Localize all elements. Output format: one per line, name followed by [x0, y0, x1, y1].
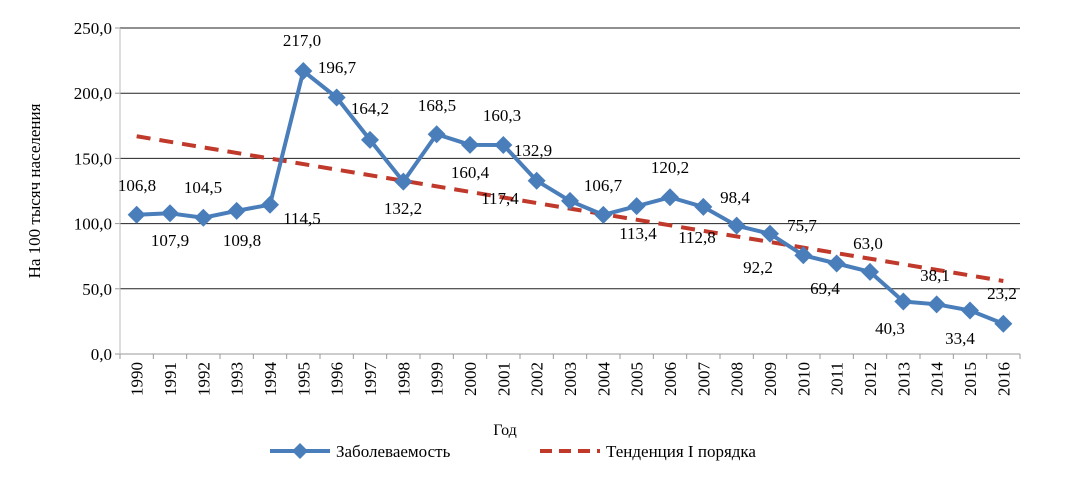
- data-point-marker: [961, 301, 979, 320]
- data-point-marker: [561, 191, 579, 210]
- x-tick-label: 1993: [228, 362, 247, 396]
- legend-trend-label: Тенденция I порядка: [606, 442, 756, 461]
- x-tick-label: 2002: [528, 362, 547, 396]
- legend-incidence-label: Заболеваемость: [336, 442, 451, 461]
- y-tick-label: 200,0: [74, 84, 112, 103]
- data-point-marker: [494, 135, 513, 154]
- data-label: 132,2: [384, 199, 422, 218]
- x-tick-label: 1998: [394, 362, 413, 396]
- y-tick-label: 150,0: [74, 149, 112, 168]
- data-label: 109,8: [223, 231, 261, 250]
- x-tick-labels: 1990 1991 1992 1993 1994 1995 1996 1997 1998 1999…: [128, 362, 1014, 397]
- data-label: 69,4: [810, 279, 840, 298]
- x-tick-label: 2012: [861, 362, 880, 396]
- x-axis-title: Год: [493, 422, 517, 439]
- data-label: 92,2: [743, 258, 773, 277]
- y-tick-label: 50,0: [82, 280, 112, 299]
- data-label: 63,0: [853, 234, 883, 253]
- data-labels: 106,8 107,9 104,5 109,8 114,5 217,0 196,7 164,2…: [118, 31, 1017, 348]
- x-tick-label: 1992: [194, 362, 213, 396]
- gridlines: [115, 27, 1021, 359]
- x-tick-label: 1997: [361, 362, 380, 397]
- data-point-marker: [694, 197, 713, 216]
- data-point-marker: [127, 205, 146, 224]
- data-point-marker: [294, 62, 313, 81]
- x-tick-label: 1996: [328, 362, 347, 396]
- x-tick-label: 2007: [694, 362, 713, 397]
- data-label: 168,5: [418, 96, 456, 115]
- data-label: 117,4: [481, 189, 519, 208]
- data-point-marker: [394, 172, 413, 191]
- y-tick-label: 0,0: [91, 345, 112, 364]
- data-label: 98,4: [720, 188, 750, 207]
- data-label: 107,9: [151, 231, 189, 250]
- y-axis-title: На 100 тысяч населения: [25, 103, 44, 278]
- x-tick-label: 2013: [894, 362, 913, 396]
- x-tick-label: 2003: [561, 362, 580, 396]
- data-point-marker: [327, 88, 346, 107]
- x-tick-label: 2015: [961, 362, 980, 396]
- data-label: 104,5: [184, 178, 222, 197]
- x-tick-label: 2016: [994, 362, 1013, 396]
- legend-incidence-marker: [292, 443, 308, 459]
- y-tick-label: 250,0: [74, 19, 112, 38]
- data-label: 75,7: [787, 216, 817, 235]
- x-tick-label: 1991: [161, 362, 180, 396]
- data-point-marker: [194, 208, 213, 227]
- data-point-marker: [527, 171, 546, 190]
- data-point-marker: [661, 188, 679, 207]
- data-label: 114,5: [283, 209, 321, 228]
- x-tick-label: 2006: [661, 362, 680, 396]
- x-tick-label: 2001: [494, 362, 513, 396]
- data-label: 33,4: [945, 329, 975, 348]
- x-tick-label: 1990: [128, 362, 147, 396]
- data-point-marker: [594, 205, 613, 224]
- data-label: 120,2: [651, 158, 689, 177]
- data-label: 40,3: [875, 319, 905, 338]
- data-label: 106,7: [584, 176, 623, 195]
- x-tick-label: 2009: [761, 362, 780, 396]
- data-point-marker: [461, 135, 479, 154]
- data-label: 217,0: [283, 31, 321, 50]
- data-point-marker: [727, 216, 746, 235]
- x-tick-label: 1994: [261, 362, 280, 397]
- data-point-marker: [894, 292, 913, 311]
- data-point-marker: [994, 314, 1013, 333]
- data-point-marker: [861, 262, 879, 281]
- legend: Заболеваемость Тенденция I порядка: [270, 442, 756, 461]
- data-point-marker: [161, 204, 179, 223]
- data-label: 23,2: [987, 284, 1017, 303]
- data-point-marker: [794, 246, 813, 265]
- data-point-marker: [927, 295, 946, 314]
- data-label: 196,7: [318, 58, 357, 77]
- x-tick-label: 1999: [428, 362, 447, 396]
- data-label: 38,1: [920, 266, 950, 285]
- y-tick-labels: 0,0 50,0 100,0 150,0 200,0 250,0: [74, 19, 112, 364]
- x-tick-label: 2008: [728, 362, 747, 396]
- data-point-marker: [427, 125, 446, 144]
- x-tick-label: 2011: [828, 362, 847, 395]
- data-label: 132,9: [514, 141, 552, 160]
- data-label: 106,8: [118, 176, 156, 195]
- x-tick-label: 2005: [628, 362, 647, 396]
- x-tick-label: 2000: [461, 362, 480, 396]
- data-label: 160,4: [451, 163, 490, 182]
- incidence-series: [127, 62, 1013, 333]
- x-tick-label: 1995: [294, 362, 313, 396]
- data-point-marker: [361, 130, 379, 149]
- data-point-marker: [227, 201, 246, 220]
- x-tick-label: 2010: [794, 362, 813, 396]
- data-label: 112,8: [678, 228, 716, 247]
- data-point-marker: [627, 197, 646, 216]
- x-tick-label: 2014: [928, 362, 947, 397]
- data-label: 164,2: [351, 99, 389, 118]
- data-point-marker: [827, 254, 846, 273]
- data-point-marker: [761, 224, 779, 243]
- y-tick-label: 100,0: [74, 215, 112, 234]
- data-label: 160,3: [483, 106, 521, 125]
- x-tick-label: 2004: [594, 362, 613, 397]
- data-point-marker: [261, 195, 279, 214]
- data-label: 113,4: [619, 224, 657, 243]
